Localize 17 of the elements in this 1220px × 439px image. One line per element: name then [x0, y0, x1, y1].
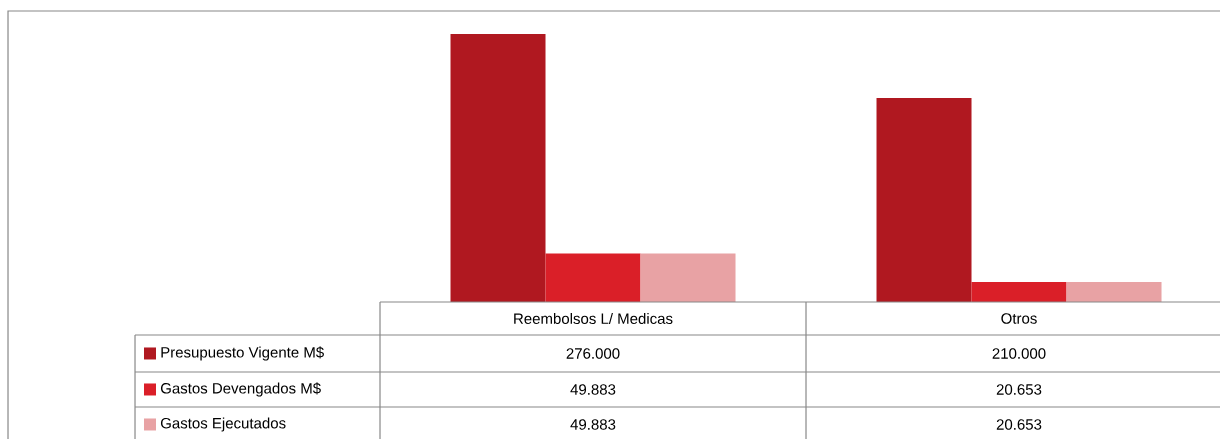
- bar: [450, 33, 546, 302]
- legend-label: Gastos Ejecutados: [160, 417, 286, 432]
- data-label: 20.653: [996, 419, 1042, 430]
- data-label: 276.000: [566, 348, 620, 359]
- legend-label: Presupuesto Vigente M$: [161, 346, 324, 361]
- bar: [1066, 281, 1162, 302]
- x-tick-label: Otros: [1001, 313, 1037, 324]
- data-label: 49.883: [570, 419, 616, 430]
- legend-label: Gastos Devengados M$: [160, 382, 321, 397]
- bar: [640, 253, 736, 302]
- bar: [876, 98, 972, 302]
- bar: [545, 253, 641, 302]
- data-label: 210.000: [992, 348, 1046, 359]
- data-label: 20.653: [996, 384, 1042, 395]
- data-label: 49.883: [570, 384, 616, 395]
- bar: [971, 281, 1067, 302]
- x-tick-label: Reembolsos L/ Medicas: [514, 312, 673, 324]
